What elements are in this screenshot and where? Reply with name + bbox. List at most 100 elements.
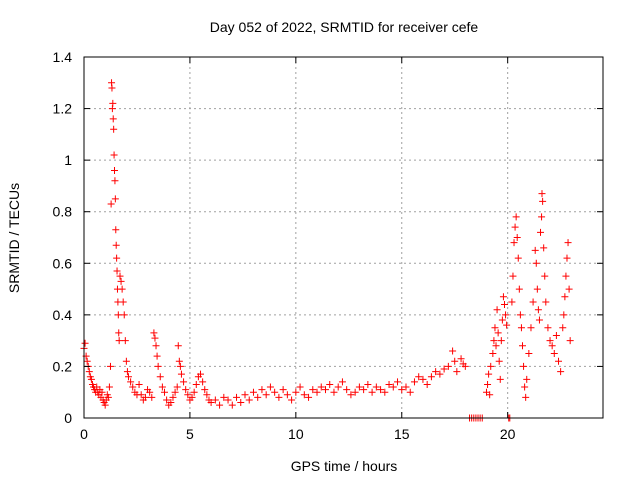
data-point <box>496 375 504 383</box>
data-point <box>211 396 219 404</box>
data-point <box>355 383 363 391</box>
data-point <box>182 386 190 394</box>
data-point <box>154 362 162 370</box>
data-point <box>111 195 119 203</box>
y-tick-label: 1.2 <box>53 101 73 117</box>
axis-ticks: 0 0.2 0.4 0.6 0.8 1 1.2 1.4 0 5 10 15 20 <box>53 49 603 442</box>
data-point <box>498 316 506 324</box>
data-point <box>150 329 158 337</box>
data-point <box>427 373 435 381</box>
data-point <box>364 380 372 388</box>
data-point <box>109 99 117 107</box>
data-point <box>565 285 573 293</box>
data-point <box>163 396 171 404</box>
data-point <box>515 285 523 293</box>
data-point <box>171 388 179 396</box>
y-tick-label: 0.2 <box>53 358 73 374</box>
data-point <box>109 115 117 123</box>
data-point <box>173 383 181 391</box>
data-point <box>519 342 527 350</box>
data-point <box>432 368 440 376</box>
data-point <box>233 393 241 401</box>
data-point <box>486 391 494 399</box>
data-point <box>402 383 410 391</box>
data-point <box>177 370 185 378</box>
data-point <box>111 177 119 185</box>
data-point <box>305 393 313 401</box>
data-point <box>111 166 119 174</box>
data-point <box>112 226 120 234</box>
data-point <box>158 383 166 391</box>
data-point <box>288 396 296 404</box>
data-point <box>296 383 304 391</box>
data-point <box>271 388 279 396</box>
data-point <box>552 331 560 339</box>
data-point <box>292 388 300 396</box>
data-point <box>532 259 540 267</box>
data-point <box>334 383 342 391</box>
data-point <box>436 370 444 378</box>
data-point <box>534 306 542 314</box>
data-point <box>262 391 270 399</box>
data-point <box>377 386 385 394</box>
x-axis-title: GPS time / hours <box>291 458 398 474</box>
x-tick-label: 10 <box>288 426 304 442</box>
data-points <box>80 79 574 422</box>
data-point <box>520 362 528 370</box>
data-point <box>129 383 137 391</box>
data-point <box>124 373 132 381</box>
data-point <box>113 254 121 262</box>
data-point <box>317 383 325 391</box>
data-point <box>444 362 452 370</box>
data-point <box>546 337 554 345</box>
y-tick-label: 1 <box>64 152 72 168</box>
data-point <box>525 350 533 358</box>
data-point <box>381 388 389 396</box>
data-point <box>110 151 118 159</box>
data-point <box>495 357 503 365</box>
data-point <box>492 342 500 350</box>
data-point <box>180 378 188 386</box>
data-point <box>394 378 402 386</box>
data-point <box>116 272 124 280</box>
data-point <box>326 380 334 388</box>
data-point <box>415 373 423 381</box>
data-point <box>249 388 257 396</box>
data-point <box>457 355 465 363</box>
y-tick-label: 0.4 <box>53 307 73 323</box>
data-point <box>176 362 184 370</box>
data-point <box>101 401 109 409</box>
data-point <box>522 393 530 401</box>
data-point <box>148 393 156 401</box>
data-point <box>137 391 145 399</box>
data-point <box>523 375 531 383</box>
data-point <box>216 401 224 409</box>
x-tick-label: 0 <box>80 426 88 442</box>
x-tick-label: 20 <box>500 426 516 442</box>
data-point <box>453 368 461 376</box>
data-point <box>115 329 123 337</box>
data-point <box>197 370 205 378</box>
data-point <box>87 375 95 383</box>
data-point <box>83 357 91 365</box>
data-point <box>516 311 524 319</box>
data-point <box>106 362 114 370</box>
data-point <box>491 324 499 332</box>
y-tick-label: 0.8 <box>53 204 73 220</box>
data-point <box>485 370 493 378</box>
data-point <box>245 396 253 404</box>
data-point <box>550 350 558 358</box>
data-point <box>563 254 571 262</box>
data-point <box>509 272 517 280</box>
data-point <box>548 342 556 350</box>
data-point <box>540 244 548 252</box>
data-point <box>419 375 427 383</box>
data-point <box>199 378 207 386</box>
data-point <box>527 324 535 332</box>
data-point <box>112 241 120 249</box>
data-point <box>489 350 497 358</box>
data-point <box>258 386 266 394</box>
data-point <box>105 383 113 391</box>
data-point <box>514 254 522 262</box>
data-point <box>167 399 175 407</box>
